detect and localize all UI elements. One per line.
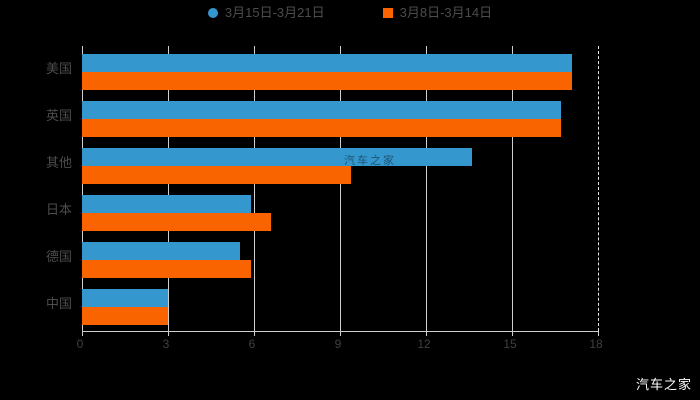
category-label-2: 其他 — [45, 155, 72, 170]
square-marker-icon — [382, 8, 393, 18]
x-tick-label-6: 6 — [248, 337, 256, 351]
x-tick-label-9: 9 — [334, 337, 342, 351]
category-label-3: 日本 — [45, 202, 72, 217]
brand-watermark: 汽车之家 — [635, 377, 692, 392]
bar-group-5 — [82, 281, 598, 328]
x-tick-label-18: 18 — [589, 337, 603, 351]
x-tick-mark-15 — [512, 331, 513, 336]
x-tick-label-3: 3 — [162, 337, 170, 351]
chart-legend: 3月15日-3月21日 3月8日-3月14日 — [0, 6, 700, 20]
gridline-0 — [82, 46, 83, 331]
bar-series-1-category-2[interactable] — [82, 148, 472, 166]
bar-series-2-category-0[interactable] — [82, 72, 572, 90]
gridline-15 — [512, 46, 513, 331]
bar-series-1-category-3[interactable] — [82, 195, 251, 213]
bar-series-1-category-5[interactable] — [82, 289, 168, 307]
gridline-3 — [168, 46, 169, 331]
bar-series-2-category-4[interactable] — [82, 260, 251, 278]
bar-series-2-category-5[interactable] — [82, 307, 168, 325]
x-tick-mark-6 — [254, 331, 255, 336]
bar-series-2-category-2[interactable] — [82, 166, 351, 184]
category-label-0: 美国 — [45, 61, 72, 76]
bar-group-1 — [82, 93, 598, 140]
circle-marker-icon — [207, 8, 218, 18]
x-tick-label-15: 15 — [503, 337, 517, 351]
category-label-1: 英国 — [45, 108, 72, 123]
gridline-6 — [254, 46, 255, 331]
bar-group-4 — [82, 234, 598, 281]
bar-series-1-category-4[interactable] — [82, 242, 240, 260]
legend-label-series-1: 3月15日-3月21日 — [224, 5, 325, 20]
x-tick-label-12: 12 — [417, 337, 431, 351]
gridline-9 — [340, 46, 341, 331]
x-tick-mark-3 — [168, 331, 169, 336]
category-label-4: 德国 — [45, 249, 72, 264]
gridline-12 — [426, 46, 427, 331]
bar-series-1-category-1[interactable] — [82, 101, 561, 119]
bar-group-0 — [82, 46, 598, 93]
plot-area: 汽车之家 — [82, 46, 599, 331]
category-label-5: 中国 — [45, 296, 72, 311]
legend-item-series-2[interactable]: 3月8日-3月14日 — [382, 5, 493, 20]
x-tick-mark-9 — [340, 331, 341, 336]
bar-series-1-category-0[interactable] — [82, 54, 572, 72]
x-tick-mark-18 — [598, 331, 599, 336]
bar-group-2 — [82, 140, 598, 187]
legend-item-series-1[interactable]: 3月15日-3月21日 — [207, 5, 325, 20]
gridline-18 — [598, 46, 599, 331]
bar-series-2-category-3[interactable] — [82, 213, 271, 231]
legend-label-series-2: 3月8日-3月14日 — [399, 5, 493, 20]
x-tick-mark-12 — [426, 331, 427, 336]
bar-group-3 — [82, 187, 598, 234]
bar-series-2-category-1[interactable] — [82, 119, 561, 137]
x-tick-mark-0 — [82, 331, 83, 336]
x-tick-label-0: 0 — [76, 337, 84, 351]
